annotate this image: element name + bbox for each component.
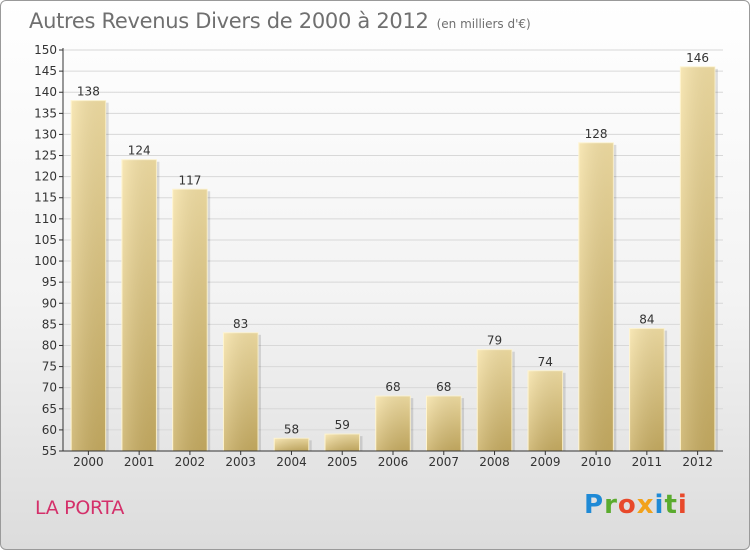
brand-letter: x (636, 490, 655, 520)
bar-highlight (629, 328, 665, 451)
y-tick-label: 90 (42, 296, 57, 310)
y-tick-label: 125 (34, 149, 57, 163)
brand-letter: i (654, 490, 665, 520)
bar-highlight (680, 66, 715, 451)
y-tick-label: 95 (42, 275, 57, 289)
y-tick-label: 110 (34, 212, 57, 226)
x-tick-label: 2000 (73, 455, 104, 469)
y-tick-label: 65 (42, 402, 57, 416)
y-tick-label: 60 (42, 423, 57, 437)
x-tick-label: 2006 (378, 455, 409, 469)
y-tick-label: 135 (34, 106, 57, 120)
bar-highlight (578, 142, 614, 451)
y-tick-label: 105 (34, 233, 57, 247)
x-tick-label: 2012 (682, 455, 713, 469)
brand-letter: i (677, 490, 688, 520)
bar-value-label: 138 (77, 85, 100, 99)
y-tick-label: 55 (42, 444, 57, 458)
y-tick-label: 100 (34, 254, 57, 268)
brand-letter: o (617, 490, 637, 520)
bar-value-label: 83 (233, 317, 248, 331)
bar-highlight (528, 370, 563, 451)
bar-value-label: 68 (385, 380, 400, 394)
bar-value-label: 79 (487, 334, 502, 348)
axes: 55 60 65 70 75 80 85 90 95 100 105 110 115 120 125 130 1… (34, 43, 723, 469)
bar-value-label: 68 (436, 380, 451, 394)
x-tick-label: 2011 (632, 455, 663, 469)
y-tick-label: 120 (34, 170, 57, 184)
x-tick-label: 2008 (479, 455, 510, 469)
bar-highlight (172, 189, 208, 451)
title-text: Autres Revenus Divers de 2000 à 2012 (29, 9, 429, 33)
x-tick-label: 2005 (327, 455, 358, 469)
bar-value-label: 128 (585, 127, 608, 141)
y-tick-label: 145 (34, 64, 57, 78)
y-tick-label: 140 (34, 85, 57, 99)
bar-value-label: 117 (178, 173, 201, 187)
y-tick-label: 75 (42, 360, 57, 374)
y-tick-label: 150 (34, 43, 57, 57)
chart-subtitle: (en milliers d'€) (436, 17, 531, 31)
bar-value-label: 58 (284, 422, 299, 436)
bar-highlight (375, 396, 411, 451)
y-tick-label: 85 (42, 317, 57, 331)
bar-highlight (274, 438, 309, 451)
bar-value-label: 124 (128, 144, 151, 158)
bar-value-label: 84 (639, 313, 654, 327)
bar-highlight (477, 349, 512, 451)
bars (70, 66, 718, 452)
x-tick-label: 2010 (581, 455, 612, 469)
x-tick-label: 2003 (225, 455, 256, 469)
x-tick-label: 2002 (175, 455, 206, 469)
bar-highlight (324, 434, 360, 451)
y-tick-label: 70 (42, 381, 57, 395)
brand-logo: Proxiti (584, 490, 688, 520)
bar-value-label: 146 (686, 51, 709, 65)
y-tick-label: 80 (42, 338, 57, 352)
bar-value-label: 59 (335, 418, 350, 432)
brand-letter: r (604, 490, 618, 520)
location-label: LA PORTA (35, 497, 125, 519)
y-tick-label: 115 (34, 191, 57, 205)
bar-highlight (223, 332, 258, 451)
chart-title: Autres Revenus Divers de 2000 à 2012 (en … (29, 9, 531, 33)
x-tick-label: 2007 (428, 455, 459, 469)
bar-highlight (426, 396, 462, 451)
bar-value-label: 74 (538, 355, 553, 369)
x-tick-label: 2004 (276, 455, 307, 469)
bar-highlight (71, 100, 106, 451)
data-labels: 138 124 117 83 58 59 68 68 79 74 128 84 146 (77, 51, 709, 436)
brand-letter: t (664, 490, 678, 520)
bar-highlight (121, 159, 157, 451)
y-tick-label: 130 (34, 127, 57, 141)
brand-letter: P (584, 490, 605, 520)
x-tick-label: 2009 (530, 455, 561, 469)
x-tick-label: 2001 (124, 455, 155, 469)
